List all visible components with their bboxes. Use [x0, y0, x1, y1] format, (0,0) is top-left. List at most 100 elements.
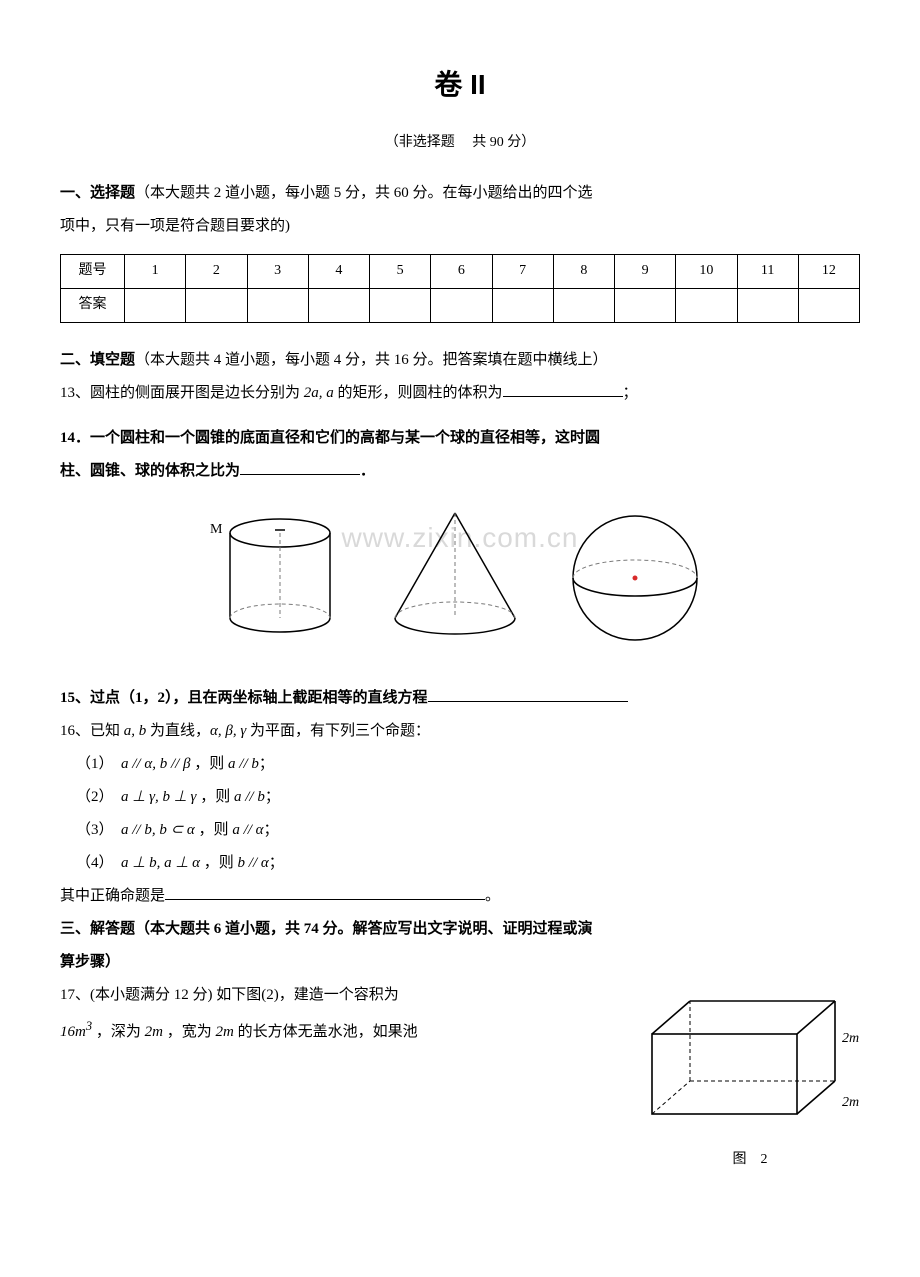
col-10: 10 — [676, 254, 737, 288]
col-5: 5 — [370, 254, 431, 288]
ans-7 — [492, 288, 553, 322]
q17-d: 2m — [145, 1024, 163, 1040]
q15: 15、过点（1，2），且在两坐标轴上截距相等的直线方程 — [60, 685, 860, 712]
section1-line1: 一、选择题（本大题共 2 道小题，每小题 5 分，共 60 分。在每小题给出的四… — [60, 180, 860, 207]
ans-1 — [125, 288, 186, 322]
section1-desc1: （本大题共 2 道小题，每小题 5 分，共 60 分。在每小题给出的四个选 — [135, 185, 593, 201]
ans-10 — [676, 288, 737, 322]
q14-b: 柱、圆锥、球的体积之比为 — [60, 463, 240, 479]
answer-table: 题号 1 2 3 4 5 6 7 8 9 10 11 12 答案 — [60, 254, 860, 323]
paper-subtitle: （非选择题 共 90 分） — [60, 130, 860, 155]
q16-3: （3） a // b, b ⊂ α ，则 a // α； — [76, 817, 860, 844]
geometry-shapes-svg: M — [200, 503, 720, 653]
cuboid-icon: 2m 2m — [640, 986, 860, 1131]
q15-blank — [428, 687, 628, 702]
q16-end: 其中正确命题是 。 — [60, 883, 860, 910]
svg-text:2m: 2m — [842, 1095, 859, 1110]
q16-2-b: a ⊥ γ, b ⊥ γ — [121, 789, 196, 805]
section2-heading: 二、填空题 — [60, 352, 135, 368]
q16-2-d: a // b — [234, 789, 265, 805]
ans-9 — [615, 288, 676, 322]
answer-label: 答案 — [61, 288, 125, 322]
ans-12 — [798, 288, 859, 322]
subtitle-right: 共 90 分） — [472, 135, 535, 150]
q17-block: 2m 2m 图 2 17、(本小题满分 12 分) 如下图(2)，建造一个容积为… — [60, 982, 860, 1172]
q16-3-b: a // b, b ⊂ α — [121, 822, 195, 838]
q16-1-a: （1） — [76, 756, 114, 772]
header-label: 题号 — [61, 254, 125, 288]
shapes-row: www.zixin.com.cn M — [60, 503, 860, 663]
q17-g: 的长方体无盖水池，如果池 — [234, 1024, 418, 1040]
q16-2-e: ； — [265, 789, 280, 805]
q16-end-a: 其中正确命题是 — [60, 888, 165, 904]
q16-3-a: （3） — [76, 822, 114, 838]
q14-line2: 柱、圆锥、球的体积之比为 ． — [60, 458, 860, 485]
ans-4 — [308, 288, 369, 322]
col-12: 12 — [798, 254, 859, 288]
q16-2: （2） a ⊥ γ, b ⊥ γ ，则 a // b； — [76, 784, 860, 811]
q17-f: 2m — [215, 1024, 233, 1040]
table-row-answer: 答案 — [61, 288, 860, 322]
col-7: 7 — [492, 254, 553, 288]
q17-c: ，深为 — [92, 1024, 145, 1040]
q16-end-b: 。 — [485, 888, 500, 904]
ans-2 — [186, 288, 247, 322]
sphere-icon — [573, 516, 697, 640]
svg-text:M: M — [210, 522, 223, 537]
q16-1-c: ，则 — [191, 756, 229, 772]
q16-ab: a, b — [124, 723, 147, 739]
q16-c: 为平面，有下列三个命题： — [246, 723, 430, 739]
ans-6 — [431, 288, 492, 322]
q16-4-b: a ⊥ b, a ⊥ α — [121, 855, 200, 871]
q16-3-e: ； — [264, 822, 279, 838]
q14-c: ． — [360, 463, 375, 479]
ans-5 — [370, 288, 431, 322]
ans-11 — [737, 288, 798, 322]
q16-4-d: b // α — [238, 855, 269, 871]
q13-c: ； — [623, 385, 638, 401]
ans-8 — [553, 288, 614, 322]
q13-a: 13、圆柱的侧面展开图是边长分别为 — [60, 385, 304, 401]
q14-line1: 14．一个圆柱和一个圆锥的底面直径和它们的高都与某一个球的直径相等，这时圆 — [60, 425, 860, 452]
q17-b: 16m — [60, 1024, 86, 1040]
col-6: 6 — [431, 254, 492, 288]
section1-heading: 一、选择题 — [60, 185, 135, 201]
section2-line: 二、填空题（本大题共 4 道小题，每小题 4 分，共 16 分。把答案填在题中横… — [60, 347, 860, 374]
q16-end-blank — [165, 885, 485, 900]
q16-head: 16、已知 a, b 为直线，α, β, γ 为平面，有下列三个命题： — [60, 718, 860, 745]
col-2: 2 — [186, 254, 247, 288]
q17-e: ，宽为 — [163, 1024, 216, 1040]
col-1: 1 — [125, 254, 186, 288]
section3-desc1: （本大题共 6 道小题，共 74 分。解答应写出文字说明、证明过程或演 — [135, 921, 593, 937]
col-8: 8 — [553, 254, 614, 288]
cuboid-caption: 图 2 — [640, 1147, 860, 1172]
section1-line2: 项中，只有一项是符合题目要求的) — [60, 213, 860, 240]
col-4: 4 — [308, 254, 369, 288]
cone-icon — [395, 513, 515, 634]
q16-abg: α, β, γ — [210, 723, 246, 739]
table-row-header: 题号 1 2 3 4 5 6 7 8 9 10 11 12 — [61, 254, 860, 288]
q16-2-c: ，则 — [196, 789, 234, 805]
q16-4-a: （4） — [76, 855, 114, 871]
q14-blank — [240, 460, 360, 475]
q13: 13、圆柱的侧面展开图是边长分别为 2a, a 的矩形，则圆柱的体积为； — [60, 380, 860, 407]
q16-4-c: ，则 — [200, 855, 238, 871]
q16-1-d: a // b — [228, 756, 259, 772]
q16-1: （1） a // α, b // β ，则 a // b； — [76, 751, 860, 778]
section2-desc: （本大题共 4 道小题，每小题 4 分，共 16 分。把答案填在题中横线上） — [135, 352, 608, 368]
q16-a: 16、已知 — [60, 723, 124, 739]
q16-1-e: ； — [259, 756, 274, 772]
col-3: 3 — [247, 254, 308, 288]
paper-title: 卷 II — [60, 60, 860, 110]
section3-heading: 三、解答题 — [60, 921, 135, 937]
section3-line1: 三、解答题（本大题共 6 道小题，共 74 分。解答应写出文字说明、证明过程或演 — [60, 916, 860, 943]
subtitle-left: （非选择题 — [385, 135, 455, 150]
section3-line2: 算步骤） — [60, 949, 860, 976]
q16-b: 为直线， — [146, 723, 210, 739]
svg-text:2m: 2m — [842, 1031, 859, 1046]
cylinder-icon: M — [210, 519, 330, 632]
cuboid-figure: 2m 2m 图 2 — [640, 986, 860, 1172]
q13-blank — [503, 382, 623, 397]
q16-1-b: a // α, b // β — [121, 756, 191, 772]
q15-a: 15、过点（1，2），且在两坐标轴上截距相等的直线方程 — [60, 690, 428, 706]
